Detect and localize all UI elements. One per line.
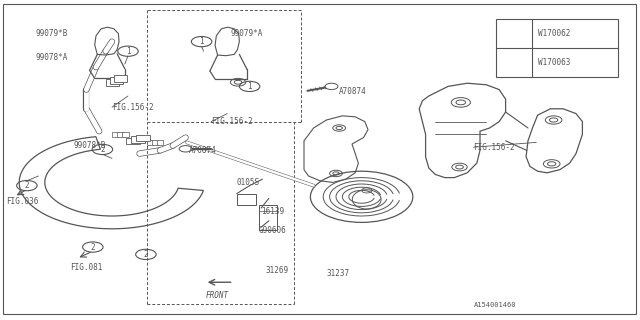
Bar — [109, 77, 124, 84]
Bar — [147, 140, 153, 145]
Bar — [106, 79, 119, 86]
Text: W170063: W170063 — [538, 58, 570, 67]
Circle shape — [325, 83, 338, 90]
Bar — [117, 132, 124, 137]
Text: 31269: 31269 — [266, 266, 289, 275]
Circle shape — [310, 171, 413, 222]
Text: 99078*A: 99078*A — [35, 53, 68, 62]
Text: G90606: G90606 — [259, 226, 286, 235]
Text: 99079*A: 99079*A — [230, 29, 263, 38]
Text: 0105S: 0105S — [237, 178, 260, 187]
Bar — [136, 135, 150, 141]
Text: FIG.156-2: FIG.156-2 — [112, 103, 154, 112]
Text: FIG.156-2: FIG.156-2 — [211, 117, 253, 126]
Bar — [237, 194, 256, 205]
Text: A70874: A70874 — [189, 146, 216, 155]
Text: A154001460: A154001460 — [474, 302, 516, 308]
Text: 16139: 16139 — [261, 207, 284, 216]
Text: FIG.036: FIG.036 — [6, 197, 39, 206]
Text: 2: 2 — [512, 60, 516, 65]
Text: W170062: W170062 — [538, 29, 570, 38]
Text: FIG.156-2: FIG.156-2 — [474, 143, 515, 152]
Bar — [112, 132, 118, 137]
Text: 99079*B: 99079*B — [35, 29, 68, 38]
Bar — [131, 136, 145, 143]
Circle shape — [179, 146, 192, 152]
Text: 2: 2 — [24, 181, 29, 190]
Bar — [122, 132, 129, 137]
Bar — [152, 140, 158, 145]
Text: 31237: 31237 — [326, 269, 349, 278]
Bar — [127, 138, 140, 144]
Bar — [496, 19, 618, 77]
Text: 2: 2 — [100, 145, 105, 154]
Text: FIG.081: FIG.081 — [70, 263, 103, 272]
Text: 1: 1 — [199, 37, 204, 46]
Bar — [259, 205, 277, 230]
Text: 1: 1 — [247, 82, 252, 91]
Text: 99078*B: 99078*B — [74, 141, 106, 150]
Text: 1: 1 — [125, 47, 131, 56]
Bar — [157, 140, 163, 145]
Text: A70874: A70874 — [339, 87, 367, 96]
Text: 2: 2 — [143, 250, 148, 259]
Text: 2: 2 — [90, 243, 95, 252]
Text: 1: 1 — [512, 31, 516, 36]
Bar — [114, 75, 127, 82]
Text: FRONT: FRONT — [206, 291, 229, 300]
